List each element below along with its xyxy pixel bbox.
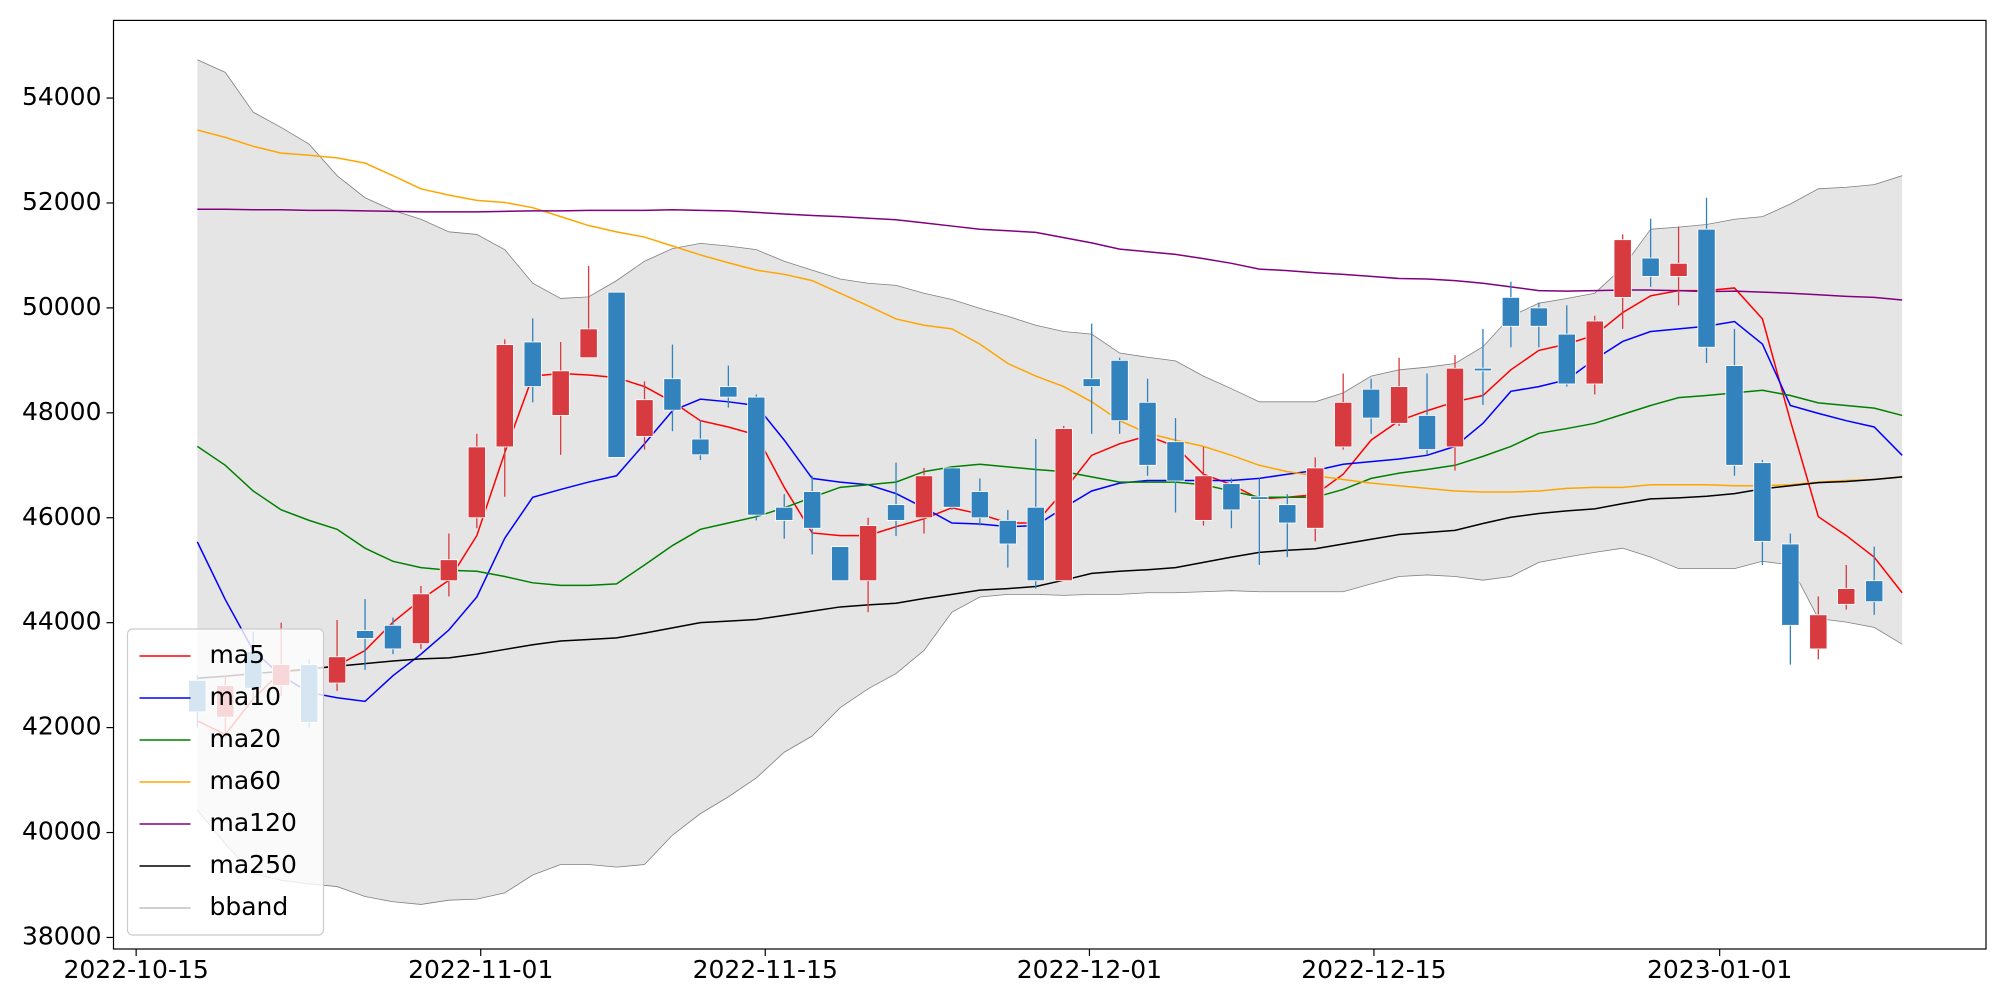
ma-line	[196, 389, 1903, 587]
candle-body	[1334, 401, 1353, 448]
candle-body	[1306, 467, 1325, 529]
candle-body	[1669, 262, 1688, 277]
candle-body	[691, 438, 710, 456]
candle-body	[803, 491, 822, 529]
y-tick-label: 40000	[22, 817, 102, 846]
legend-label: ma10	[210, 682, 281, 711]
candle-body	[1390, 386, 1409, 424]
legend-label: ma5	[210, 640, 266, 669]
candle-body	[551, 370, 570, 416]
axes: 38000 40000 42000 44000 46000 48000 50000 52000…	[22, 19, 1987, 984]
legend-label: ma20	[210, 724, 281, 753]
candle-body	[1473, 367, 1493, 372]
legend-label: ma250	[210, 850, 297, 879]
bband-lower	[197, 547, 1903, 905]
candle-body	[579, 328, 598, 359]
candle-body	[1641, 257, 1660, 277]
y-tick-label: 42000	[22, 712, 102, 741]
ma-line	[197, 287, 1903, 736]
candle-body	[1837, 588, 1856, 605]
candle-body	[859, 525, 878, 582]
candle-body	[1753, 462, 1772, 542]
candle-body	[1585, 320, 1604, 385]
candle-body	[1445, 367, 1465, 448]
candle-body	[1054, 428, 1073, 582]
legend-label: ma120	[210, 808, 297, 837]
candle-body	[1865, 580, 1884, 603]
candle-body	[1166, 441, 1185, 482]
y-tick-label: 44000	[22, 607, 102, 636]
x-tick-label: 2022-11-01	[408, 955, 553, 984]
y-tick-label: 46000	[22, 502, 102, 531]
plot-area	[188, 59, 1903, 905]
candle-body	[355, 630, 375, 639]
candle-body	[1529, 307, 1548, 327]
ma-line	[196, 320, 1903, 703]
candle-body	[607, 291, 626, 458]
candle-body	[1557, 333, 1576, 385]
candle-body	[1809, 614, 1828, 650]
x-tick-label: 2022-12-15	[1301, 955, 1446, 984]
ma-line	[197, 129, 1903, 493]
candle-body	[1026, 506, 1045, 582]
x-tick-label: 2022-11-15	[693, 955, 838, 984]
candle-body	[523, 341, 542, 387]
candle-body	[1362, 388, 1381, 419]
ma-line	[197, 476, 1903, 680]
x-tick-label: 2022-12-01	[1017, 955, 1162, 984]
bband-area	[197, 59, 1903, 905]
candle-body	[970, 491, 989, 519]
candle-body	[1725, 365, 1744, 466]
candle-body	[747, 396, 766, 516]
candle-body	[439, 559, 458, 582]
x-tick-label: 2023-01-01	[1647, 955, 1792, 984]
candle-body	[495, 344, 514, 448]
candle-body	[1278, 504, 1297, 524]
candle-body	[1697, 228, 1716, 348]
candle-body	[1222, 483, 1241, 511]
candle-body	[635, 399, 654, 437]
y-tick-label: 54000	[22, 82, 102, 111]
candle-body	[998, 519, 1017, 545]
y-tick-label: 52000	[22, 187, 102, 216]
candle-body	[1781, 543, 1800, 626]
candle-body	[1194, 475, 1213, 521]
candle-body	[914, 475, 934, 519]
candle-body	[1613, 239, 1632, 298]
legend-label: ma60	[210, 766, 281, 795]
candle-body	[1417, 415, 1437, 450]
y-tick-label: 38000	[22, 921, 102, 950]
candle-body	[411, 593, 430, 645]
y-tick-label: 50000	[22, 292, 102, 321]
candle-body	[1501, 297, 1520, 327]
candle-body	[719, 386, 738, 398]
candle-body	[663, 378, 682, 411]
candle-body	[886, 504, 906, 521]
legend: ma5 ma10 ma20 ma60 ma120 ma250 bband	[126, 628, 325, 936]
x-tick-label: 2022-10-15	[63, 955, 208, 984]
candle-body	[467, 446, 486, 519]
candle-body	[1110, 359, 1129, 422]
candle-body	[1082, 378, 1101, 387]
candle-body	[775, 506, 794, 521]
y-tick-label: 48000	[22, 397, 102, 426]
candle-body	[1250, 496, 1269, 500]
candle-body	[831, 546, 850, 582]
candle-body	[1138, 401, 1157, 466]
candle-body	[942, 467, 961, 508]
axes-frame	[112, 19, 1987, 950]
legend-label: bband	[210, 892, 289, 921]
legend-box	[126, 628, 325, 936]
candle-body	[328, 656, 347, 684]
candle-body	[383, 624, 403, 650]
